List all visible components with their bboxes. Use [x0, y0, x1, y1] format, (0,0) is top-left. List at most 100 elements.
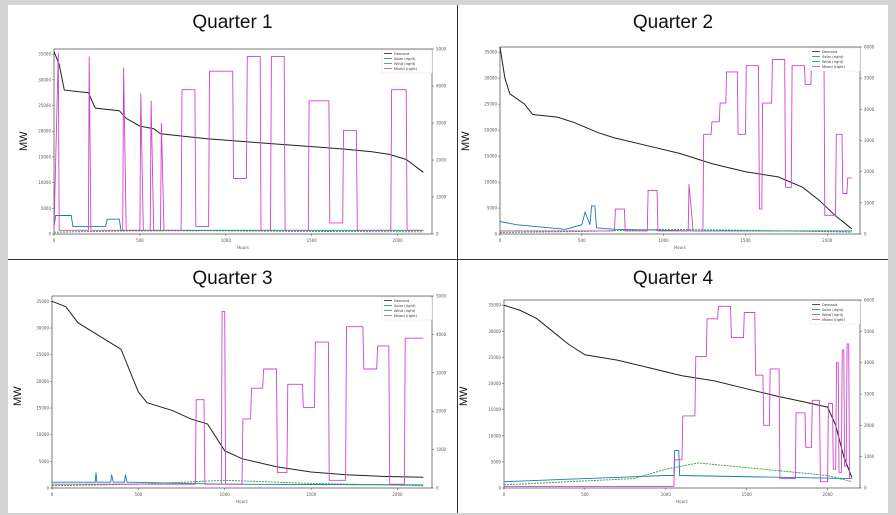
x-tick-label: 0: [499, 238, 502, 243]
x-tick-label: 1000: [221, 238, 232, 243]
legend-box: [381, 296, 433, 321]
x-tick-label: 1500: [307, 238, 318, 243]
y-tick-label: 30000: [488, 329, 501, 334]
y-tick-label: 20000: [38, 129, 51, 134]
series-line-wind: [51, 479, 424, 487]
series-line-mixed: [500, 59, 852, 232]
series-line-solar: [499, 205, 852, 232]
x-tick-label: 1000: [659, 238, 670, 243]
series-line-wind: [53, 230, 424, 233]
y-tick-label: 15000: [488, 407, 501, 412]
y2-tick-label: 3000: [436, 121, 447, 126]
y2-tick-label: 5000: [436, 47, 447, 52]
series-line-wind: [503, 462, 853, 486]
y-tick-label: 35000: [38, 52, 51, 57]
x-tick-label: 2000: [823, 492, 834, 497]
legend-entry: Mixed (right): [394, 67, 418, 71]
x-axis-label: Hours: [236, 499, 248, 504]
y2-tick-label: 3000: [864, 392, 875, 397]
legend-entry: Solar (right): [394, 57, 416, 61]
y2-tick-label: 1000: [436, 195, 447, 200]
panel-divider-horizontal: [8, 259, 888, 260]
y-tick-label: 20000: [488, 381, 501, 386]
y-tick-label: 30000: [484, 76, 497, 81]
legend-entry: Solar (right): [394, 304, 416, 308]
y2-tick-label: 2000: [436, 409, 447, 414]
legend-entry: Mixed (right): [822, 318, 846, 322]
chart-quarter-3: 0 500 1000 1500 2000050001000015000200002500…: [36, 294, 447, 505]
x-tick-label: 500: [581, 492, 589, 497]
chart-quarter-2: 0 500 1000 1500 2000050001000015000200002500…: [484, 45, 875, 251]
y-tick-label: 35000: [484, 50, 497, 55]
y-tick-label: 10000: [488, 433, 501, 438]
y2-tick-label: 4000: [864, 107, 875, 112]
y-tick-label: 5000: [487, 206, 498, 211]
y2-tick-label: 1000: [436, 447, 447, 452]
plot-area: [51, 295, 433, 489]
y2-tick-label: 1000: [864, 454, 875, 459]
y2-tick-label: 0: [436, 232, 439, 237]
chart-title: Quarter 2: [632, 12, 714, 33]
x-tick-label: 2000: [392, 492, 403, 497]
x-axis-label: Hours: [676, 499, 688, 504]
y2-tick-label: 2000: [864, 169, 875, 174]
x-axis-label: Hours: [674, 245, 686, 250]
panel-quarter-3: Quarter 3 MW 0 500 1000 1500 2000 0 5000 10000 1…: [8, 260, 457, 513]
chart-quarter-1: 0 500 1000 1500 2000050001000015000200002500…: [38, 47, 447, 251]
series-line-demand: [53, 51, 424, 173]
y-tick-label: 10000: [36, 432, 49, 437]
legend-entry: Demand: [394, 299, 409, 303]
series-line-solar: [53, 215, 424, 231]
y-tick-label: 25000: [36, 352, 49, 357]
legend-entry: Wind (right): [822, 313, 844, 317]
series-line-demand: [503, 304, 853, 478]
x-tick-label: 500: [136, 238, 144, 243]
y2-tick-label: 3000: [436, 370, 447, 375]
x-tick-label: 0: [53, 238, 56, 243]
chart-quarter-4: 0 500 1000 1500 2000050001000015000200002500…: [488, 298, 875, 505]
plot-area: [53, 48, 433, 235]
legend-box: [809, 300, 861, 325]
y-tick-label: 35000: [488, 303, 501, 308]
y-tick-label: 10000: [484, 180, 497, 185]
x-tick-label: 1000: [220, 492, 231, 497]
series-line-demand: [51, 300, 424, 478]
y-tick-label: 25000: [38, 103, 51, 108]
chart-title: Quarter 1: [192, 12, 273, 33]
legend-box: [809, 47, 861, 72]
legend-entry: Solar (right): [822, 55, 844, 59]
y2-tick-label: 2000: [864, 423, 875, 428]
series-line-solar: [52, 472, 424, 486]
legend-entry: Mixed (right): [394, 314, 418, 318]
y-tick-label: 30000: [38, 77, 51, 82]
y-tick-label: 35000: [36, 299, 49, 304]
panel-quarter-2: Quarter 2 MW 0 500 1000 1500 2000 0 5000 10000 1…: [458, 5, 888, 259]
chart-title: Quarter 4: [632, 268, 714, 289]
y2-tick-label: 5000: [436, 294, 447, 299]
y2-tick-label: 5000: [864, 329, 875, 334]
series-line-wind: [499, 228, 852, 233]
y2-tick-label: 4000: [436, 332, 447, 337]
y-tick-label: 5000: [491, 459, 502, 464]
y2-tick-label: 3000: [864, 138, 875, 143]
series-line-mixed: [52, 310, 424, 485]
y2-tick-label: 4000: [436, 84, 447, 89]
y2-tick-label: 6000: [864, 298, 875, 303]
y2-tick-label: 6000: [864, 45, 875, 50]
plot-area: [499, 46, 861, 235]
legend-entry: Wind (right): [394, 62, 416, 66]
x-tick-label: 2000: [822, 238, 833, 243]
x-tick-label: 1500: [742, 492, 753, 497]
x-tick-label: 1000: [661, 492, 672, 497]
panel-quarter-1: Quarter 1 MW 0 500 1000 1500 2000 0 5000 10000 1…: [8, 5, 457, 259]
x-tick-label: 1500: [306, 492, 317, 497]
y2-tick-label: 2000: [436, 158, 447, 163]
legend-entry: Demand: [822, 50, 837, 54]
legend-box: [381, 49, 433, 74]
legend-entry: Demand: [394, 52, 409, 56]
y2-tick-label: 5000: [864, 76, 875, 81]
y2-tick-label: 1000: [864, 200, 875, 205]
y2-tick-label: 0: [436, 486, 439, 491]
x-tick-label: 500: [578, 238, 586, 243]
y-tick-label: 20000: [36, 379, 49, 384]
